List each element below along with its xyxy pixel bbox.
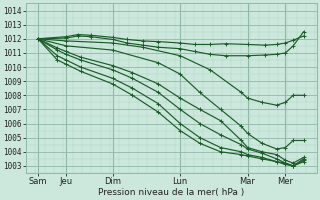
X-axis label: Pression niveau de la mer( hPa ): Pression niveau de la mer( hPa )	[98, 188, 244, 197]
